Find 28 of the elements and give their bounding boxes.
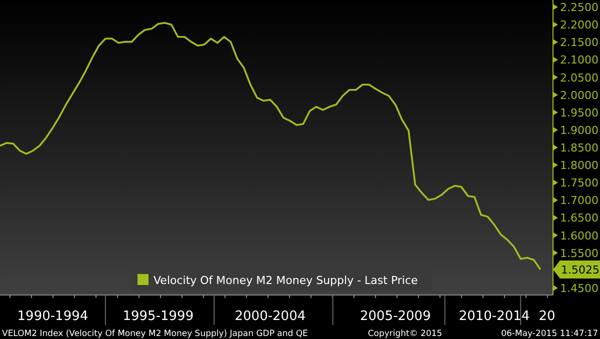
y-tick-label: 1.9000	[560, 124, 598, 137]
legend-label: Velocity Of Money M2 Money Supply - Last Price	[154, 274, 418, 287]
y-tick-label: 2.0000	[560, 88, 598, 102]
y-tick-label: 2.2500	[560, 1, 598, 14]
x-tick-label: 2000-2004	[234, 309, 306, 324]
y-tick-label: 2.0500	[560, 71, 598, 84]
y-tick-label: 2.1500	[560, 36, 598, 50]
y-tick-label: 1.8500	[560, 142, 598, 154]
y-tick-label: 1.6000	[560, 229, 598, 242]
y-tick-label: 1.8000	[560, 159, 598, 172]
y-tick-label: 1.4500	[560, 282, 598, 295]
y-tick-label: 1.5500	[560, 246, 598, 260]
y-tick-label: 1.6500	[560, 212, 598, 225]
text: Copyright© 2015	[368, 329, 442, 339]
x-tick-label: 2005-2009	[360, 309, 431, 324]
line-series	[0, 22, 542, 270]
x-tick-label: 1995-1999	[122, 309, 194, 324]
x-tick-label: 2010-2014	[458, 309, 530, 324]
y-tick-label: 2.2000	[560, 18, 598, 32]
y-tick-label: 1.7500	[560, 176, 598, 190]
y-tick-label: 1.9500	[560, 106, 598, 120]
text: VELOM2 Index (Velocity Of Money M2 Money Supply) Japan GDP and QE	[2, 329, 308, 339]
x-tick-label: 20	[538, 309, 556, 324]
text: 06-May-2015 11:47:17	[501, 329, 598, 339]
y-tick-label: 2.1000	[560, 54, 598, 67]
y-tick-label: 1.7000	[560, 194, 598, 208]
x-tick-label: 1990-1994	[17, 309, 88, 324]
data-label: 1.5025	[561, 264, 600, 277]
